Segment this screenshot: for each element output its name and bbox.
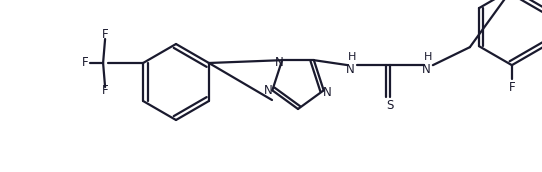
Text: F: F <box>82 56 88 69</box>
Text: N: N <box>345 63 354 76</box>
Text: N: N <box>275 56 283 69</box>
Text: F: F <box>102 29 108 41</box>
Text: H: H <box>347 52 356 62</box>
Text: F: F <box>508 81 515 94</box>
Text: S: S <box>386 99 393 112</box>
Text: F: F <box>102 84 108 98</box>
Text: N: N <box>264 84 273 97</box>
Text: N: N <box>422 63 430 76</box>
Text: N: N <box>324 86 332 99</box>
Text: H: H <box>424 52 432 62</box>
